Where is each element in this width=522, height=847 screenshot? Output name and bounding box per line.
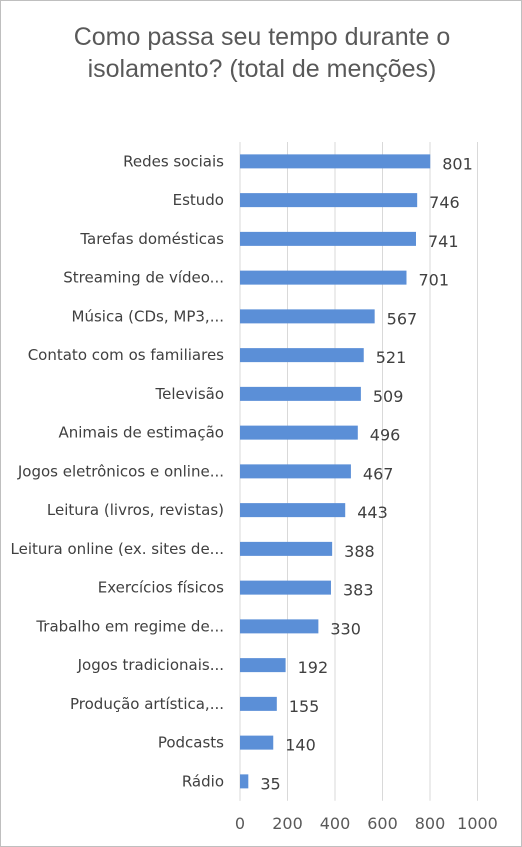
value-label: 741 <box>428 232 459 251</box>
value-label: 192 <box>298 658 329 677</box>
bar <box>240 735 274 750</box>
value-label: 330 <box>330 619 361 638</box>
x-tick-label: 800 <box>415 814 446 833</box>
category-label: Streaming de vídeo... <box>63 269 224 287</box>
bar <box>240 309 375 324</box>
category-label: Música (CDs, MP3,... <box>72 307 224 325</box>
value-label: 567 <box>387 309 418 328</box>
category-label: Leitura online (ex. sites de... <box>11 540 225 558</box>
category-label: Televisão <box>155 385 224 403</box>
value-label: 467 <box>363 464 394 483</box>
x-tick-label: 0 <box>235 814 245 833</box>
bar <box>240 386 361 401</box>
bar <box>240 270 407 285</box>
category-label: Jogos eletrônicos e online... <box>17 462 224 480</box>
bar <box>240 696 277 711</box>
category-label: Exercícios físicos <box>98 579 224 597</box>
bar <box>240 503 346 518</box>
category-label: Jogos tradicionais... <box>77 656 224 674</box>
value-label: 388 <box>344 542 375 561</box>
value-label: 746 <box>429 193 460 212</box>
x-tick-label: 400 <box>320 814 351 833</box>
value-label: 35 <box>260 774 280 793</box>
category-label: Redes sociais <box>123 152 224 170</box>
value-label: 443 <box>357 503 388 522</box>
bar <box>240 619 319 634</box>
bar <box>240 231 416 246</box>
bar <box>240 154 431 169</box>
category-label: Tarefas domésticas <box>79 230 224 248</box>
value-label: 509 <box>373 387 404 406</box>
value-label: 521 <box>376 348 407 367</box>
bar <box>240 541 333 556</box>
value-label: 140 <box>285 736 316 755</box>
chart-title: Como passa seu tempo durante o isolament… <box>73 23 451 83</box>
value-label: 801 <box>442 154 473 173</box>
bar <box>240 658 286 673</box>
category-label: Trabalho em regime de... <box>35 617 224 635</box>
x-tick-label: 1000 <box>457 814 498 833</box>
bar <box>240 464 351 479</box>
category-label: Produção artística,... <box>70 695 224 713</box>
x-tick-label: 200 <box>272 814 303 833</box>
category-label: Podcasts <box>158 734 224 752</box>
bar <box>240 193 418 208</box>
category-label: Contato com os familiares <box>28 346 224 364</box>
bar <box>240 580 331 595</box>
x-tick-label: 600 <box>367 814 398 833</box>
value-label: 383 <box>343 581 374 600</box>
bar <box>240 425 358 440</box>
category-label: Estudo <box>173 191 224 209</box>
category-label: Rádio <box>182 772 224 790</box>
value-label: 496 <box>370 426 401 445</box>
value-label: 155 <box>289 697 320 716</box>
value-label: 701 <box>418 271 449 290</box>
bar <box>240 348 364 363</box>
category-label: Animais de estimação <box>58 424 224 442</box>
bar <box>240 774 249 789</box>
category-label: Leitura (livros, revistas) <box>47 501 224 519</box>
